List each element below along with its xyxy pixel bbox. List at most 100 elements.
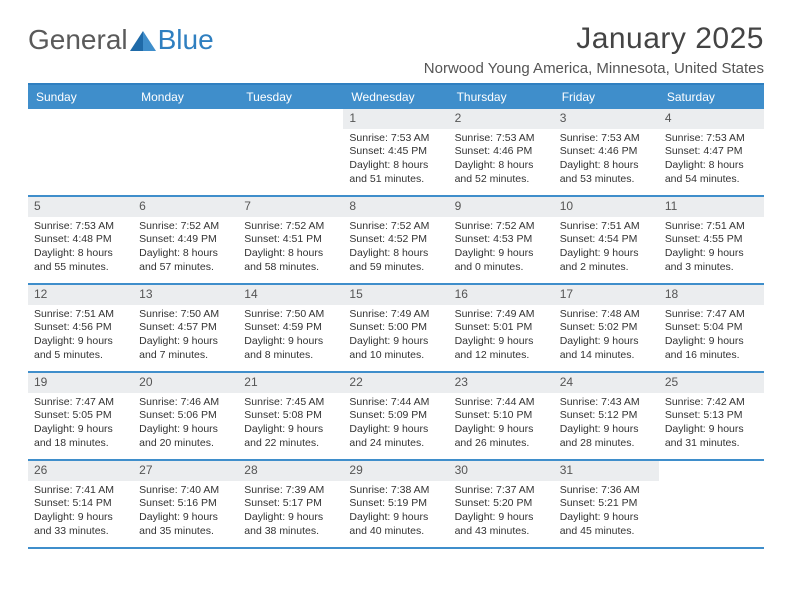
sunrise-text: Sunrise: 7:49 AM	[349, 308, 442, 322]
calendar-cell: 14Sunrise: 7:50 AMSunset: 4:59 PMDayligh…	[238, 285, 343, 371]
day-number: 25	[659, 373, 764, 393]
sunset-text: Sunset: 5:19 PM	[349, 497, 442, 511]
day-number: 3	[554, 109, 659, 129]
month-title: January 2025	[424, 22, 764, 56]
day-number: 9	[449, 197, 554, 217]
daylight-text-a: Daylight: 9 hours	[560, 511, 653, 525]
sunset-text: Sunset: 5:14 PM	[34, 497, 127, 511]
day-number: 15	[343, 285, 448, 305]
calendar-cell: 9Sunrise: 7:52 AMSunset: 4:53 PMDaylight…	[449, 197, 554, 283]
calendar: Sunday Monday Tuesday Wednesday Thursday…	[28, 83, 764, 549]
daylight-text-a: Daylight: 9 hours	[455, 247, 548, 261]
weekday-label: Friday	[554, 85, 659, 109]
daylight-text-a: Daylight: 9 hours	[455, 335, 548, 349]
sunset-text: Sunset: 4:46 PM	[455, 145, 548, 159]
sunrise-text: Sunrise: 7:50 AM	[139, 308, 232, 322]
sunrise-text: Sunrise: 7:53 AM	[349, 132, 442, 146]
daylight-text-b: and 55 minutes.	[34, 261, 127, 275]
day-number: 1	[343, 109, 448, 129]
day-number: 11	[659, 197, 764, 217]
daylight-text-b: and 31 minutes.	[665, 437, 758, 451]
daylight-text-a: Daylight: 9 hours	[665, 247, 758, 261]
sunrise-text: Sunrise: 7:51 AM	[560, 220, 653, 234]
sunrise-text: Sunrise: 7:39 AM	[244, 484, 337, 498]
daylight-text-b: and 2 minutes.	[560, 261, 653, 275]
daylight-text-b: and 59 minutes.	[349, 261, 442, 275]
weekday-label: Thursday	[449, 85, 554, 109]
weekday-label: Monday	[133, 85, 238, 109]
weekday-label: Tuesday	[238, 85, 343, 109]
sunrise-text: Sunrise: 7:48 AM	[560, 308, 653, 322]
sunrise-text: Sunrise: 7:52 AM	[244, 220, 337, 234]
sunset-text: Sunset: 5:17 PM	[244, 497, 337, 511]
sunset-text: Sunset: 4:47 PM	[665, 145, 758, 159]
daylight-text-b: and 20 minutes.	[139, 437, 232, 451]
daylight-text-b: and 40 minutes.	[349, 525, 442, 539]
sunset-text: Sunset: 4:49 PM	[139, 233, 232, 247]
daylight-text-a: Daylight: 9 hours	[349, 511, 442, 525]
sunset-text: Sunset: 5:13 PM	[665, 409, 758, 423]
daylight-text-b: and 22 minutes.	[244, 437, 337, 451]
sunset-text: Sunset: 5:21 PM	[560, 497, 653, 511]
sunset-text: Sunset: 4:48 PM	[34, 233, 127, 247]
day-number: 19	[28, 373, 133, 393]
calendar-cell: 29Sunrise: 7:38 AMSunset: 5:19 PMDayligh…	[343, 461, 448, 547]
calendar-cell: 10Sunrise: 7:51 AMSunset: 4:54 PMDayligh…	[554, 197, 659, 283]
sunset-text: Sunset: 4:57 PM	[139, 321, 232, 335]
daylight-text-a: Daylight: 9 hours	[34, 511, 127, 525]
daylight-text-a: Daylight: 8 hours	[244, 247, 337, 261]
daylight-text-b: and 53 minutes.	[560, 173, 653, 187]
calendar-cell: 26Sunrise: 7:41 AMSunset: 5:14 PMDayligh…	[28, 461, 133, 547]
daylight-text-a: Daylight: 9 hours	[560, 335, 653, 349]
daylight-text-a: Daylight: 8 hours	[455, 159, 548, 173]
day-number: 17	[554, 285, 659, 305]
weeks-container: 1Sunrise: 7:53 AMSunset: 4:45 PMDaylight…	[28, 109, 764, 549]
daylight-text-b: and 54 minutes.	[665, 173, 758, 187]
calendar-cell-empty	[133, 109, 238, 195]
calendar-cell: 31 Sunrise: 7:36 AMSunset: 5:21 PMDayligh…	[554, 461, 659, 547]
sunrise-text: Sunrise: 7:53 AM	[665, 132, 758, 146]
daylight-text-a: Daylight: 9 hours	[455, 511, 548, 525]
day-number: 30	[449, 461, 554, 481]
title-block: January 2025 Norwood Young America, Minn…	[424, 22, 764, 77]
daylight-text-b: and 51 minutes.	[349, 173, 442, 187]
day-number: 13	[133, 285, 238, 305]
day-number: 31	[554, 461, 659, 481]
daylight-text-b: and 16 minutes.	[665, 349, 758, 363]
logo-text-b: Blue	[158, 24, 214, 56]
calendar-cell: 13Sunrise: 7:50 AMSunset: 4:57 PMDayligh…	[133, 285, 238, 371]
day-number: 21	[238, 373, 343, 393]
daylight-text-b: and 52 minutes.	[455, 173, 548, 187]
daylight-text-a: Daylight: 9 hours	[665, 335, 758, 349]
daylight-text-b: and 7 minutes.	[139, 349, 232, 363]
day-number: 2	[449, 109, 554, 129]
daylight-text-a: Daylight: 8 hours	[349, 159, 442, 173]
sunrise-text: Sunrise: 7:53 AM	[34, 220, 127, 234]
sunrise-text: Sunrise: 7:38 AM	[349, 484, 442, 498]
calendar-cell: 19Sunrise: 7:47 AMSunset: 5:05 PMDayligh…	[28, 373, 133, 459]
sunset-text: Sunset: 5:01 PM	[455, 321, 548, 335]
logo: General Blue	[28, 22, 214, 56]
sunrise-text: Sunrise: 7:47 AM	[34, 396, 127, 410]
logo-mark-icon	[130, 29, 156, 51]
daylight-text-b: and 58 minutes.	[244, 261, 337, 275]
calendar-week: 1Sunrise: 7:53 AMSunset: 4:45 PMDaylight…	[28, 109, 764, 197]
daylight-text-b: and 38 minutes.	[244, 525, 337, 539]
calendar-cell: 27Sunrise: 7:40 AMSunset: 5:16 PMDayligh…	[133, 461, 238, 547]
sunrise-text: Sunrise: 7:44 AM	[455, 396, 548, 410]
daylight-text-a: Daylight: 9 hours	[139, 423, 232, 437]
day-number: 6	[133, 197, 238, 217]
sunrise-text: Sunrise: 7:50 AM	[244, 308, 337, 322]
sunset-text: Sunset: 4:56 PM	[34, 321, 127, 335]
daylight-text-a: Daylight: 9 hours	[665, 423, 758, 437]
calendar-cell: 24Sunrise: 7:43 AMSunset: 5:12 PMDayligh…	[554, 373, 659, 459]
calendar-cell-empty	[28, 109, 133, 195]
sunset-text: Sunset: 5:05 PM	[34, 409, 127, 423]
calendar-cell: 5Sunrise: 7:53 AMSunset: 4:48 PMDaylight…	[28, 197, 133, 283]
page-header: General Blue January 2025 Norwood Young …	[28, 22, 764, 77]
sunset-text: Sunset: 5:09 PM	[349, 409, 442, 423]
day-number: 7	[238, 197, 343, 217]
daylight-text-a: Daylight: 9 hours	[139, 511, 232, 525]
sunrise-text: Sunrise: 7:53 AM	[560, 132, 653, 146]
sunrise-text: Sunrise: 7:36 AM	[560, 484, 653, 498]
